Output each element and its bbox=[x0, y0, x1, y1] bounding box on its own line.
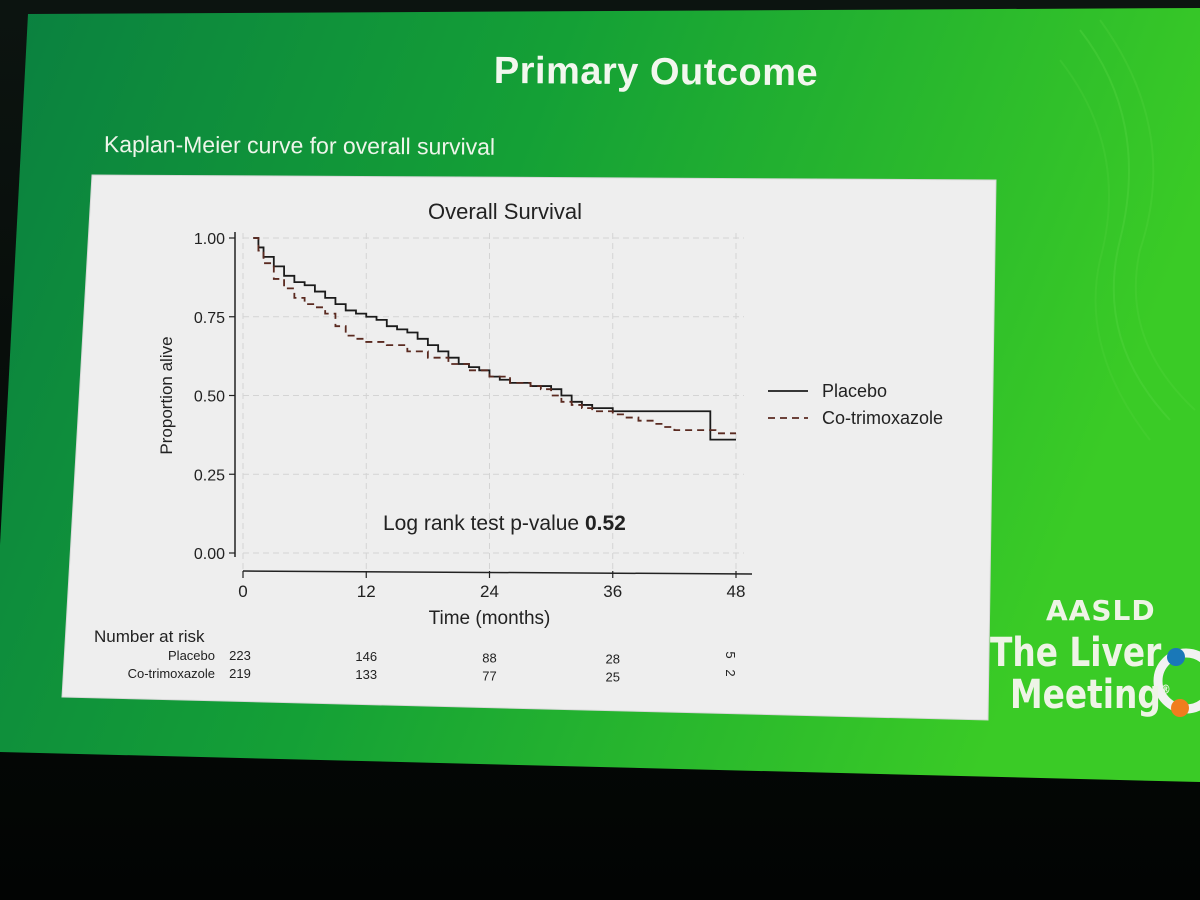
risk-table: Number at risk Placebo 223 146 88 28 5 Co-trimo… bbox=[94, 627, 738, 685]
risk-count-1-0: 219 bbox=[229, 666, 251, 681]
y-tick-label-4: 1.00 bbox=[194, 231, 225, 248]
brand-aasld: AASLD bbox=[1046, 594, 1156, 627]
risk-count-0-1: 146 bbox=[355, 649, 377, 664]
y-tick-label-1: 0.25 bbox=[194, 467, 225, 484]
brand-meeting: Meeting® bbox=[1010, 672, 1171, 718]
risk-count-0-2: 88 bbox=[482, 650, 496, 665]
risk-count-1-3: 25 bbox=[606, 670, 620, 685]
legend-label-1: Co-trimoxazole bbox=[822, 408, 943, 428]
risk-count-0-0: 223 bbox=[229, 648, 251, 663]
risk-count-0-4: 5 bbox=[723, 651, 738, 658]
brand-registered-mark: ® bbox=[1160, 682, 1171, 697]
legend-label-0: Placebo bbox=[822, 381, 887, 401]
risk-count-1-4: 2 bbox=[723, 669, 738, 676]
risk-count-0-3: 28 bbox=[606, 652, 620, 667]
grid-layer bbox=[242, 233, 744, 569]
p-value-text: Log rank test p-value bbox=[383, 512, 585, 535]
y-tick-label-2: 0.50 bbox=[194, 389, 225, 406]
risk-row-label-1: Co-trimoxazole bbox=[128, 666, 215, 681]
x-tick-label-1: 12 bbox=[357, 582, 376, 601]
brand-meeting-text: Meeting bbox=[1010, 672, 1161, 718]
x-tick-label-2: 24 bbox=[480, 582, 499, 601]
risk-count-1-1: 133 bbox=[355, 667, 377, 682]
risk-row-label-0: Placebo bbox=[168, 648, 215, 663]
series-layer bbox=[253, 237, 736, 441]
y-axis-label: Proportion alive bbox=[157, 336, 176, 454]
chart-title: Overall Survival bbox=[428, 199, 582, 224]
series-line-placebo bbox=[253, 237, 736, 441]
y-tick-label-0: 0.00 bbox=[194, 546, 225, 563]
x-tick-label-3: 36 bbox=[603, 582, 622, 601]
x-axis-label: Time (months) bbox=[429, 608, 551, 629]
x-tick-label-4: 48 bbox=[727, 582, 746, 601]
series-line-co-trimoxazole bbox=[253, 237, 736, 435]
p-value-number: 0.52 bbox=[585, 512, 626, 535]
risk-count-1-2: 77 bbox=[482, 668, 496, 683]
y-tick-label-3: 0.75 bbox=[194, 310, 225, 327]
x-axis-line bbox=[242, 570, 753, 575]
brand-the-liver: The Liver bbox=[990, 630, 1162, 676]
x-tick-label-0: 0 bbox=[238, 582, 247, 601]
legend: Placebo Co-trimoxazole bbox=[768, 381, 943, 428]
risk-table-heading: Number at risk bbox=[94, 627, 205, 646]
axes-layer: 0.00 0.25 0.50 0.75 1.00 0 12 24 36 48 Time (month… bbox=[157, 231, 753, 629]
p-value-annotation: Log rank test p-value 0.52 bbox=[383, 512, 626, 535]
